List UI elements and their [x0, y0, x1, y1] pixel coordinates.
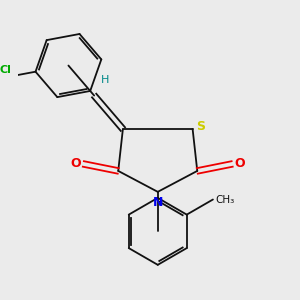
Text: O: O — [235, 157, 245, 169]
Text: N: N — [153, 196, 163, 208]
Text: O: O — [70, 157, 81, 169]
Text: H: H — [101, 75, 110, 85]
Text: Cl: Cl — [0, 65, 12, 75]
Text: CH₃: CH₃ — [215, 194, 235, 205]
Text: S: S — [196, 120, 205, 133]
